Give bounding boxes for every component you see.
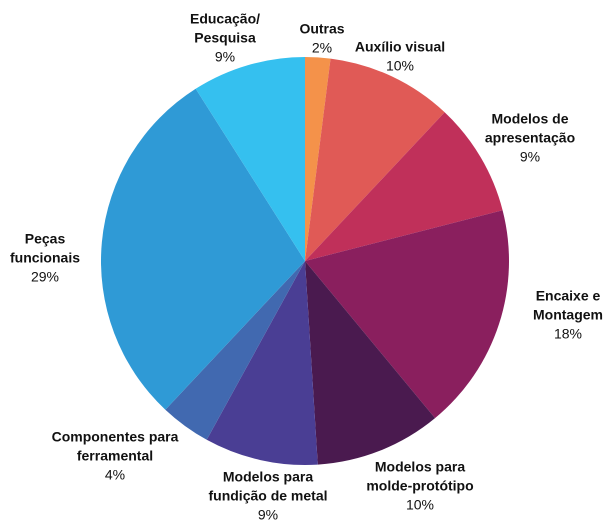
slice-label: Componentes para [52,429,179,445]
slice-value-label: 9% [215,49,235,65]
slice-value-label: 18% [554,326,582,342]
pie-slice [305,112,503,261]
slice-label: Encaixe e [536,288,601,304]
slice-label: fundição de metal [208,488,327,504]
slice-label: Auxílio visual [355,39,445,55]
slice-value-label: 10% [406,497,434,513]
pie-slice [195,57,305,261]
slice-label: apresentação [485,130,575,146]
slice-label: Montagem [533,307,603,323]
pie-slice [305,261,436,465]
pie-slice [165,261,305,440]
slice-label: ferramental [77,448,153,464]
slice-label: funcionais [10,250,80,266]
slice-label: Outras [299,21,344,37]
pie-slice [100,88,306,410]
slice-label: Modelos de [491,111,568,127]
slice-value-label: 9% [520,149,540,165]
pie-slice [206,261,318,465]
pie-slice [305,57,331,261]
slice-label: Pesquisa [194,30,256,46]
slice-label: Peças [25,231,66,247]
slice-value-label: 9% [258,507,278,521]
slice-value-label: 2% [312,40,332,56]
pie-slice [305,210,510,419]
slice-value-label: 29% [31,269,59,285]
slice-value-label: 10% [386,58,414,74]
slice-value-label: 4% [105,467,125,483]
slice-label: Educação/ [190,11,260,27]
slice-label: Modelos para [375,459,465,475]
slice-label: molde-protótipo [366,478,473,494]
pie-slice [305,58,445,262]
slice-label: Modelos para [223,469,313,485]
